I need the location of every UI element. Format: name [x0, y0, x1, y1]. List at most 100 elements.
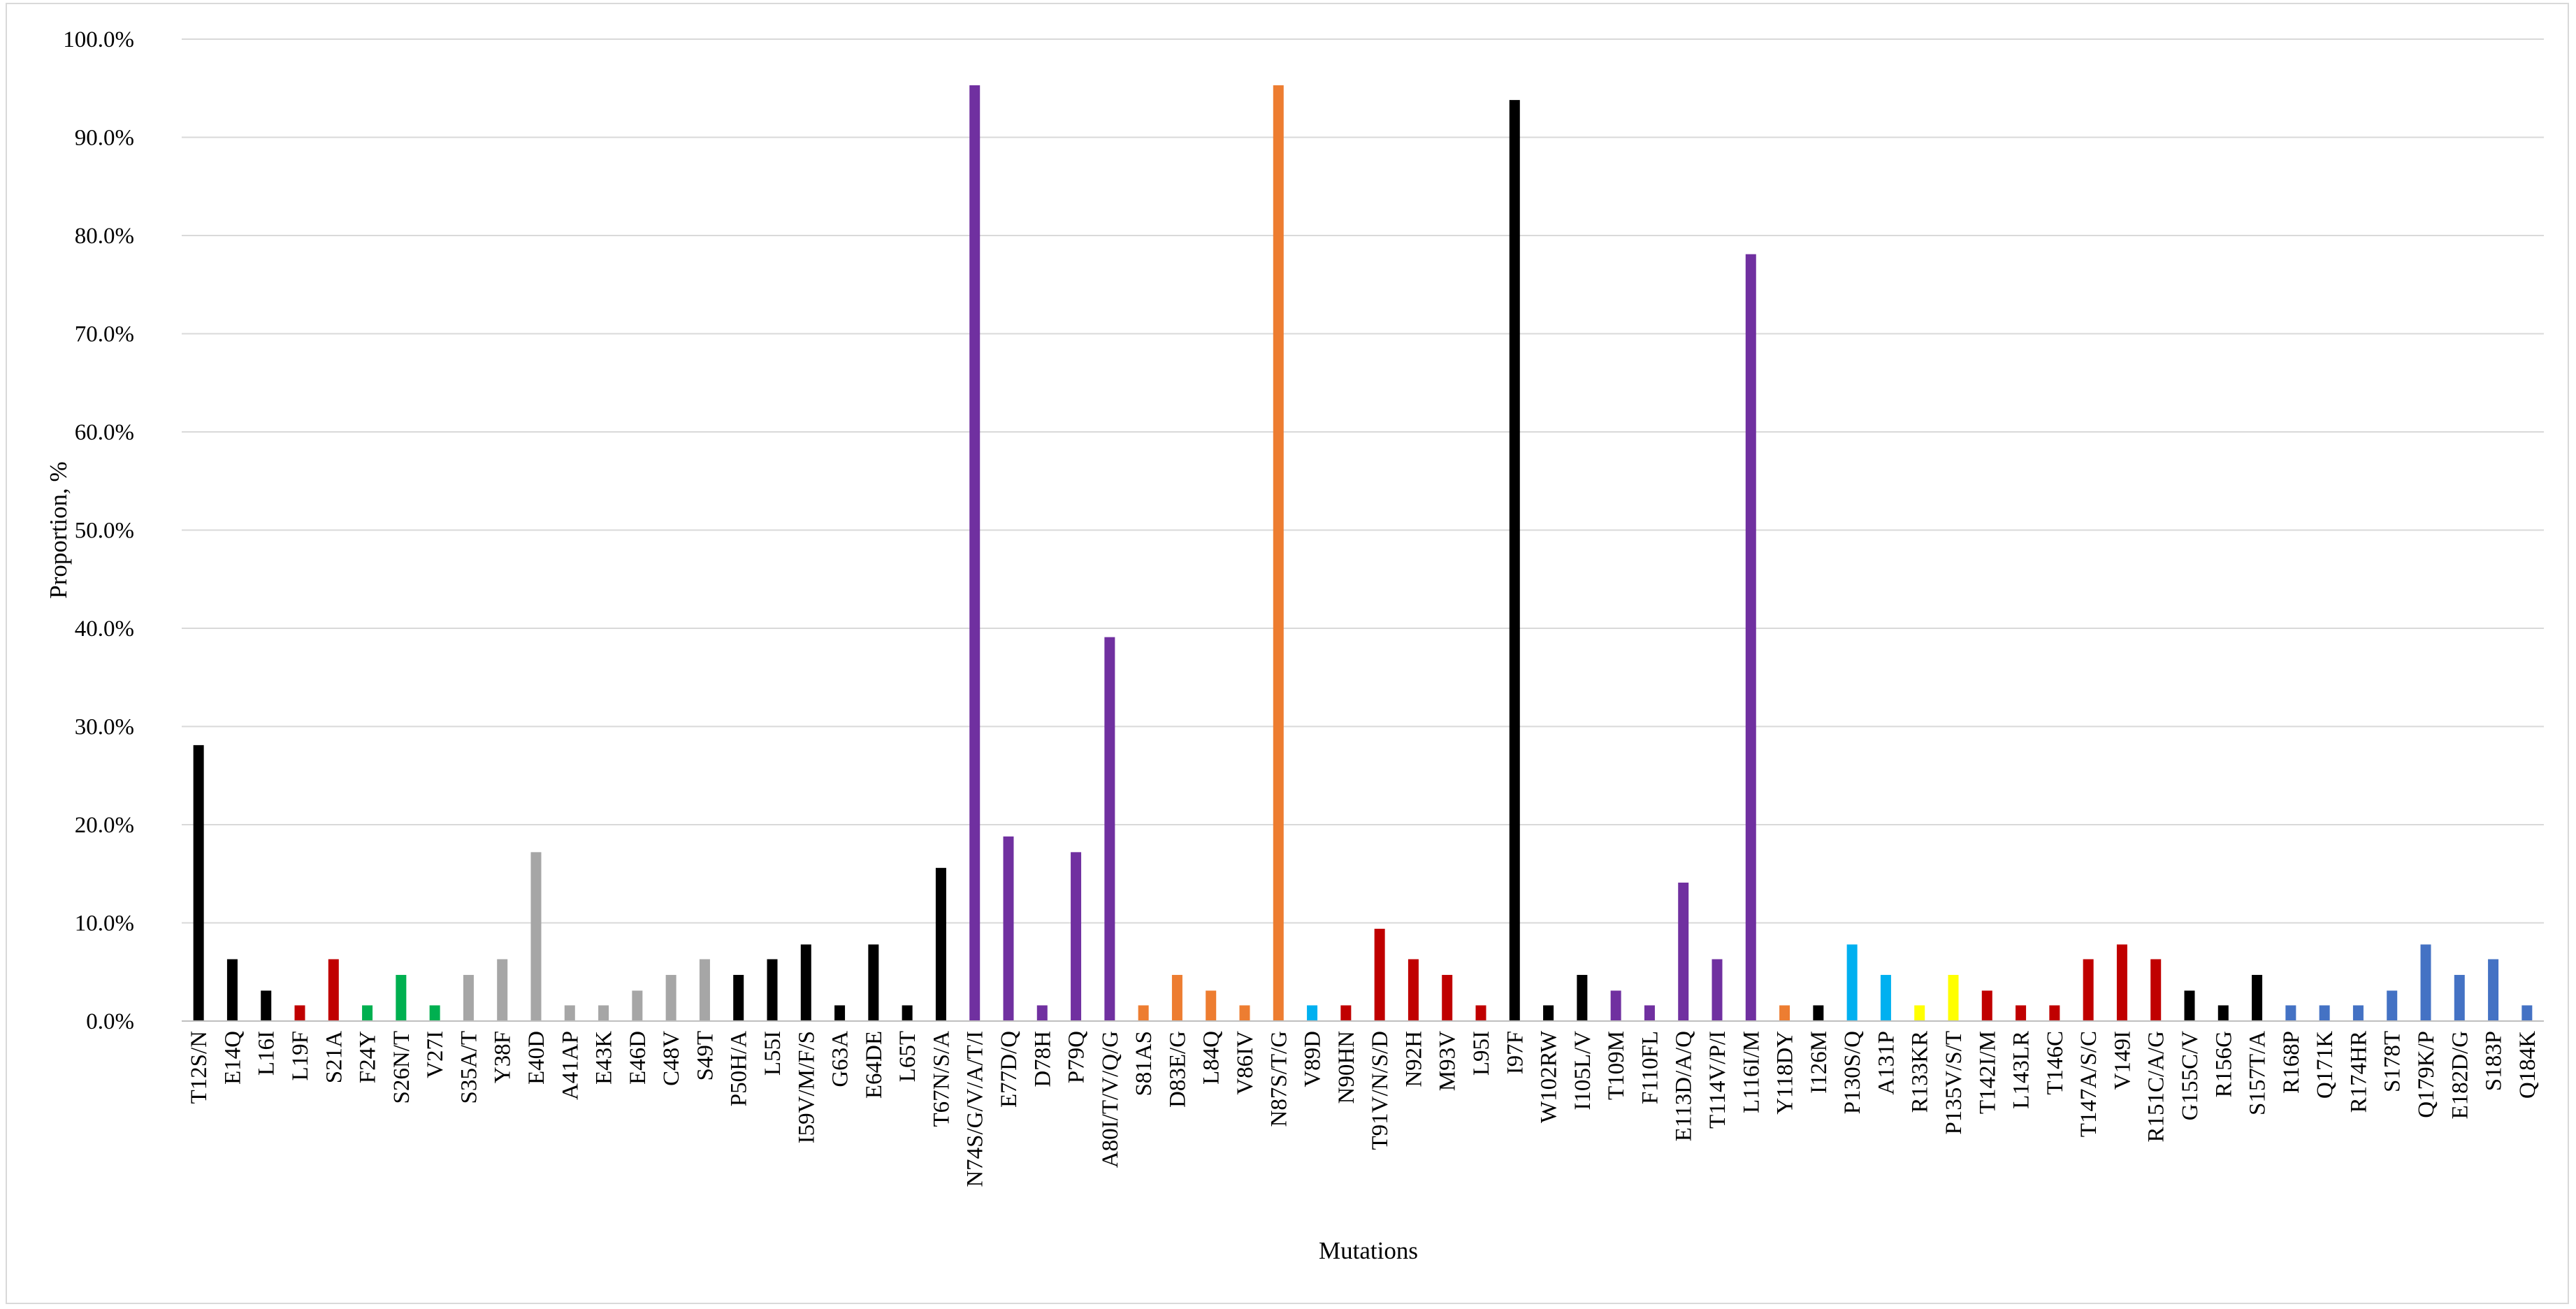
bar — [463, 974, 474, 1021]
y-axis-title: Proportion, % — [45, 461, 72, 598]
bar — [1678, 882, 1689, 1021]
x-tick-label: E113D/A/Q — [1672, 1031, 1697, 1141]
x-tick-label: R151C/A/G — [2144, 1031, 2169, 1143]
x-tick-label: E182D/G — [2447, 1031, 2473, 1120]
bar — [1273, 85, 1284, 1021]
bar — [564, 1005, 575, 1021]
bar — [1475, 1005, 1486, 1021]
x-tick-label: N92H — [1401, 1031, 1426, 1087]
x-tick-label: S21A — [321, 1031, 347, 1083]
x-tick-label: S157T/A — [2245, 1031, 2271, 1115]
x-tick-label: A80I/T/V/Q/G — [1098, 1031, 1123, 1168]
x-tick-label: Q184K — [2515, 1031, 2540, 1099]
bar — [834, 1005, 846, 1021]
x-tick-label: R168P — [2279, 1031, 2304, 1094]
chart-frame: 0.0% 10.0% 20.0% 30.0% 40.0% 50.0% 60.0% 70.0% 8… — [6, 3, 2569, 1304]
bar — [1644, 1005, 1655, 1021]
x-tick-label: P135V/S/T — [1941, 1031, 1967, 1135]
x-tick-label: S81AS — [1131, 1031, 1157, 1097]
x-tick-label: F24Y — [356, 1031, 381, 1083]
x-tick-label: P130S/Q — [1840, 1031, 1865, 1114]
bar — [328, 959, 339, 1021]
x-tick-label: E43K — [592, 1031, 617, 1085]
bar — [665, 974, 676, 1021]
x-tick-label: Q179K/P — [2414, 1031, 2439, 1118]
x-tick-label: I59V/M/F/S — [794, 1031, 819, 1143]
bar — [1138, 1005, 1149, 1021]
bar — [2252, 974, 2263, 1021]
x-tick-label: T67N/S/A — [929, 1031, 954, 1127]
bar — [1948, 974, 1959, 1021]
x-tick-label: L95I — [1469, 1031, 1494, 1076]
bar — [429, 1005, 440, 1021]
bar — [1340, 1005, 1352, 1021]
x-tick-label: L19F — [288, 1031, 313, 1081]
bars — [193, 85, 2533, 1022]
x-tick-label: G63A — [828, 1031, 853, 1087]
bar — [800, 944, 811, 1021]
x-tick-label: L65T — [895, 1031, 920, 1082]
y-tick-label: 80.0% — [75, 224, 134, 249]
bar — [1003, 836, 1014, 1021]
bar — [1914, 1005, 1925, 1021]
y-tick-label: 50.0% — [75, 519, 134, 544]
bar — [767, 959, 778, 1021]
x-tick-label: N87S/T/G — [1266, 1031, 1291, 1127]
y-tick-label: 0.0% — [86, 1009, 134, 1034]
bar — [1171, 974, 1182, 1021]
x-tick-label: W102RW — [1537, 1030, 1562, 1123]
x-tick-label: S35A/T — [456, 1031, 482, 1104]
x-tick-label: E40D — [524, 1031, 549, 1085]
bar — [1509, 100, 1520, 1022]
bar — [1543, 1005, 1554, 1021]
x-tick-label: T12S/N — [187, 1031, 212, 1104]
x-tick-label: T109M — [1604, 1031, 1629, 1100]
y-tick-label: 100.0% — [63, 27, 134, 52]
bar — [2016, 1005, 2027, 1021]
x-tick-label: E46D — [625, 1031, 651, 1085]
y-tick-label: 90.0% — [75, 126, 134, 151]
bar — [868, 944, 879, 1021]
bar — [497, 959, 508, 1021]
bar — [1071, 852, 1082, 1021]
x-axis-ticks: T12S/N E14Q L16I L19F S21A F24Y S26N/T V27I S35A… — [187, 1030, 2540, 1187]
x-tick-label: E77D/Q — [997, 1031, 1022, 1108]
x-tick-label: S178T — [2380, 1031, 2405, 1092]
x-tick-label: N74S/G/V/A/T/I — [963, 1031, 988, 1187]
x-axis-title: Mutations — [1319, 1237, 1418, 1264]
x-tick-label: S49T — [693, 1031, 718, 1081]
bar — [1036, 1005, 1048, 1021]
x-tick-label: T146C — [2043, 1031, 2068, 1095]
x-tick-label: S26N/T — [389, 1031, 414, 1104]
x-tick-label: L143LR — [2009, 1031, 2034, 1109]
x-tick-label: L16I — [254, 1031, 280, 1076]
x-tick-label: E14Q — [220, 1031, 245, 1085]
x-tick-label: L116I/M — [1739, 1031, 1764, 1113]
bar — [2521, 1005, 2533, 1021]
x-tick-label: L84Q — [1199, 1031, 1224, 1085]
bar — [1846, 944, 1858, 1021]
x-tick-label: V86IV — [1233, 1031, 1258, 1095]
x-tick-label: I97F — [1503, 1031, 1528, 1074]
bar — [2150, 959, 2162, 1021]
x-tick-label: V89D — [1301, 1031, 1326, 1087]
bar — [935, 867, 946, 1021]
x-tick-label: D78H — [1030, 1031, 1055, 1087]
x-tick-label: G155C/V — [2178, 1031, 2203, 1121]
x-tick-label: R156G — [2211, 1031, 2236, 1097]
x-tick-label: T114V/P/I — [1705, 1031, 1730, 1129]
bar — [294, 1005, 305, 1021]
x-tick-label: I126M — [1807, 1031, 1832, 1094]
x-tick-label: P79Q — [1064, 1031, 1090, 1083]
x-tick-label: D83E/G — [1165, 1031, 1190, 1108]
bar — [1712, 959, 1723, 1021]
y-tick-label: 60.0% — [75, 420, 134, 445]
x-tick-label: F110FL — [1637, 1031, 1663, 1104]
x-tick-label: R133KR — [1908, 1031, 1933, 1113]
bar — [530, 852, 542, 1021]
x-tick-label: E64DE — [862, 1031, 887, 1099]
bar — [1239, 1005, 1250, 1021]
x-tick-label: C48V — [659, 1031, 684, 1086]
bar — [2116, 944, 2127, 1021]
bar — [1577, 974, 1588, 1021]
